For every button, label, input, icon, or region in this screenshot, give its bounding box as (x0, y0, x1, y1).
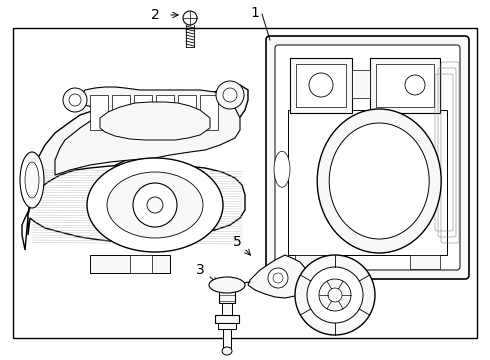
Bar (130, 255, 152, 273)
Bar (296, 64, 346, 107)
Ellipse shape (317, 109, 441, 253)
Circle shape (223, 88, 237, 102)
Polygon shape (100, 102, 210, 140)
Bar (200, 95, 218, 130)
Circle shape (309, 73, 333, 97)
Circle shape (69, 94, 81, 106)
Polygon shape (22, 85, 248, 250)
Circle shape (273, 273, 283, 283)
Ellipse shape (25, 162, 39, 198)
Ellipse shape (329, 123, 429, 239)
Bar (222, 303, 232, 315)
Ellipse shape (222, 347, 232, 355)
Circle shape (183, 11, 197, 25)
Bar (90, 95, 108, 130)
Circle shape (295, 255, 375, 335)
Bar (218, 323, 236, 329)
Bar (178, 95, 196, 130)
Bar (134, 95, 152, 130)
Ellipse shape (87, 158, 223, 252)
Bar (223, 329, 231, 349)
Circle shape (328, 288, 342, 302)
Ellipse shape (107, 172, 203, 238)
Circle shape (307, 267, 363, 323)
Bar (90, 255, 170, 273)
Bar (156, 95, 174, 130)
Circle shape (133, 183, 177, 227)
Bar (288, 110, 447, 255)
Text: 4: 4 (341, 235, 349, 249)
Circle shape (63, 88, 87, 112)
Text: 2: 2 (150, 8, 159, 22)
Polygon shape (55, 87, 240, 175)
Bar (295, 255, 325, 269)
Bar (219, 285, 235, 303)
Circle shape (216, 81, 244, 109)
Polygon shape (248, 255, 310, 298)
Text: 1: 1 (250, 6, 259, 20)
Bar (215, 315, 239, 323)
Text: 5: 5 (233, 235, 242, 249)
FancyBboxPatch shape (275, 45, 460, 270)
Circle shape (319, 279, 351, 311)
Circle shape (147, 197, 163, 213)
Ellipse shape (209, 277, 245, 293)
Polygon shape (28, 165, 245, 242)
Bar (376, 64, 434, 107)
FancyBboxPatch shape (266, 36, 469, 279)
Circle shape (268, 268, 288, 288)
Bar (13, 28, 477, 338)
Bar (352, 70, 370, 98)
Ellipse shape (274, 151, 290, 187)
Bar (410, 255, 440, 269)
Bar (112, 95, 130, 130)
Circle shape (405, 75, 425, 95)
Text: 3: 3 (196, 263, 204, 277)
Bar (290, 58, 352, 113)
Ellipse shape (20, 152, 44, 208)
Bar (370, 58, 440, 113)
